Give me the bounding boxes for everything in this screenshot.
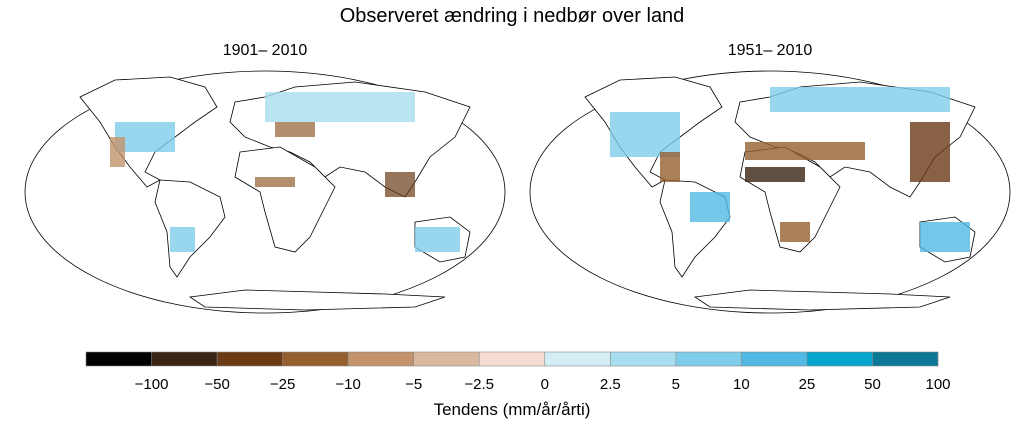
colorbar-tick-label: 25 [799,376,816,393]
colorbar-tick-label: −2.5 [464,376,494,393]
colorbar: −100 −50 −25 −10 −5 −2.5 0 2.5 5 10 25 50 100 [85,351,951,393]
map-panel [529,70,1011,314]
colorbar-swatch [151,352,218,366]
colorbar-tick-label: 0 [541,376,549,393]
colorbar-swatch [610,352,676,366]
colorbar-swatch [217,352,283,366]
colorbar-tick-label: 2.5 [600,376,621,393]
colorbar-label: Tendens (mm/år/årti) [434,400,591,419]
colorbar-tick-label: 100 [925,376,950,393]
colorbar-swatch [741,352,807,366]
colorbar-tick-label: −100 [135,376,169,393]
colorbar-tick-label: 50 [864,376,881,393]
colorbar-swatch [806,352,873,366]
colorbar-tick-label: 10 [733,376,750,393]
colorbar-tick-label: −50 [204,376,229,393]
map-panel [24,70,506,314]
colorbar-swatch [348,352,414,366]
colorbar-swatch [86,352,152,366]
colorbar-swatch [872,352,938,366]
panel-title: 1901– 2010 [223,42,308,59]
colorbar-swatch [413,352,480,366]
colorbar-tick-label: 5 [672,376,680,393]
colorbar-swatch [282,352,349,366]
colorbar-swatch [675,352,742,366]
colorbar-tick-label: −25 [270,376,295,393]
panel-title: 1951– 2010 [728,42,813,59]
colorbar-tick-label: −10 [335,376,360,393]
colorbar-tick-label: −5 [405,376,422,393]
colorbar-swatch [544,352,611,366]
figure-title: Observeret ændring i nedbør over land [340,5,685,27]
colorbar-swatch [479,352,545,366]
